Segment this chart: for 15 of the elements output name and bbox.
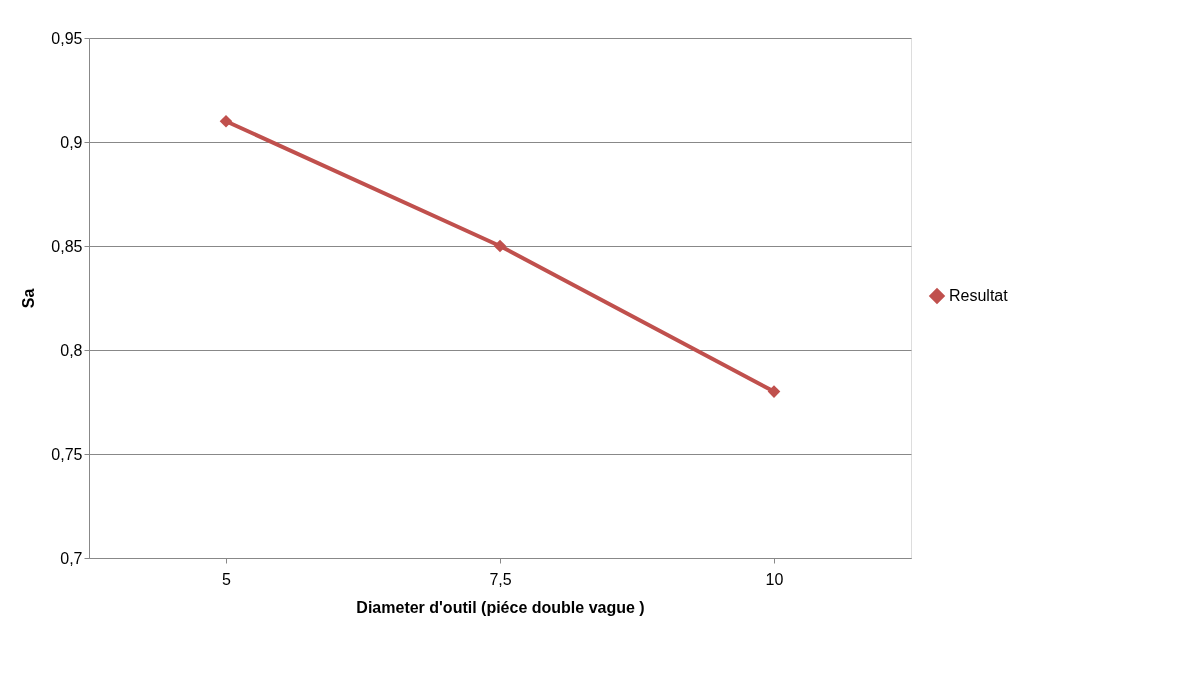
y-tick-label: 0,85	[51, 237, 83, 255]
point	[493, 239, 507, 253]
x-tick-label: 5	[222, 570, 232, 588]
y-axis-title: Sa	[20, 288, 38, 309]
y-tick-label: 0,9	[60, 133, 83, 151]
point	[767, 385, 781, 398]
x-axis-title: Diameter d'outil (piéce double vague )	[356, 598, 645, 616]
y-tick-label: 0,7	[60, 549, 83, 567]
legend-label: Resultat	[949, 287, 1009, 304]
point	[219, 114, 233, 128]
y-tick-label: 0,75	[51, 445, 83, 463]
y-tick-label: 0,8	[60, 341, 83, 359]
x-tick-label: 10	[765, 570, 784, 588]
y-tick-label: 0,95	[51, 29, 83, 47]
x-tick-label: 7,5	[489, 570, 512, 588]
